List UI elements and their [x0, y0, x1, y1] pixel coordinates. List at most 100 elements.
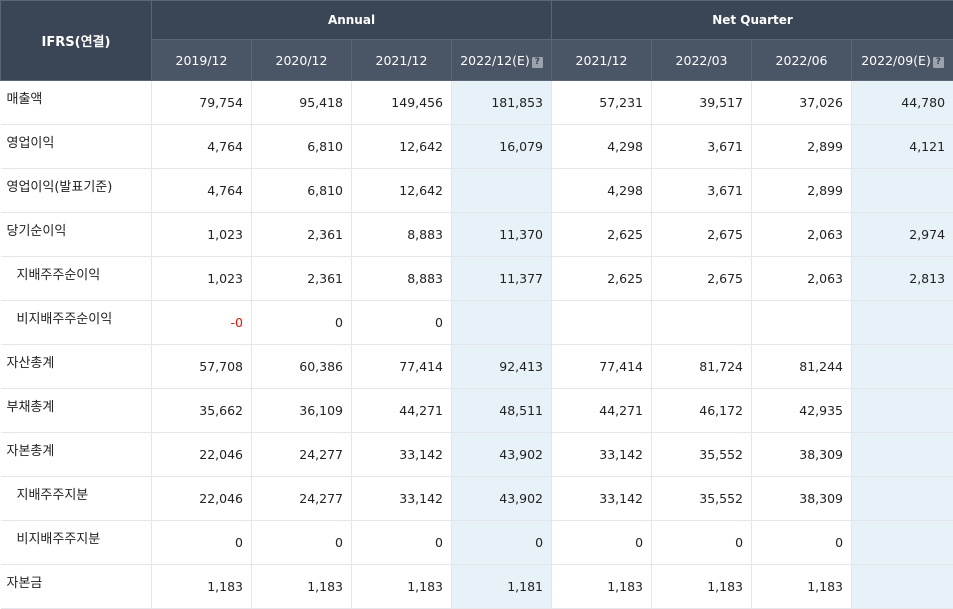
period-label: 2022/06: [776, 53, 828, 68]
table-cell: 1,183: [552, 565, 652, 609]
table-cell: 1,023: [152, 213, 252, 257]
row-label: 지배주주지분: [1, 477, 152, 521]
period-header: 2021/12: [552, 40, 652, 81]
row-label: 매출액: [1, 81, 152, 125]
table-cell: 0: [652, 521, 752, 565]
table-cell: 33,142: [552, 477, 652, 521]
table-cell: 4,764: [152, 125, 252, 169]
table-cell: 0: [352, 301, 452, 345]
period-label: 2021/12: [376, 53, 428, 68]
table-cell: -0: [152, 301, 252, 345]
table-cell: 81,724: [652, 345, 752, 389]
table-cell: [852, 169, 953, 213]
table-cell: 2,361: [252, 213, 352, 257]
period-header: 2019/12: [152, 40, 252, 81]
table-cell: 0: [152, 521, 252, 565]
table-cell: [452, 169, 552, 213]
table-cell: 95,418: [252, 81, 352, 125]
table-cell: 4,298: [552, 125, 652, 169]
question-icon[interactable]: ?: [532, 57, 543, 68]
table-cell: 60,386: [252, 345, 352, 389]
row-label: 영업이익(발표기준): [1, 169, 152, 213]
row-label: 비지배주주순이익: [1, 301, 152, 345]
table-cell: 11,370: [452, 213, 552, 257]
table-cell: 92,413: [452, 345, 552, 389]
net-quarter-header: Net Quarter: [552, 1, 953, 40]
table-cell: 1,183: [252, 565, 352, 609]
table-cell: 1,183: [652, 565, 752, 609]
table-cell: 181,853: [452, 81, 552, 125]
table-cell: [452, 301, 552, 345]
table-cell: 81,244: [752, 345, 852, 389]
table-cell: [852, 477, 953, 521]
table-cell: 2,625: [552, 213, 652, 257]
table-cell: 44,271: [352, 389, 452, 433]
table-cell: 1,183: [752, 565, 852, 609]
table-cell: 6,810: [252, 169, 352, 213]
ifrs-header: IFRS(연결): [1, 1, 152, 81]
table-cell: 2,361: [252, 257, 352, 301]
table-cell: 2,063: [752, 213, 852, 257]
table-cell: 35,552: [652, 433, 752, 477]
table-cell: 0: [352, 521, 452, 565]
table-cell: 3,671: [652, 125, 752, 169]
table-cell: 38,309: [752, 433, 852, 477]
table-cell: 48,511: [452, 389, 552, 433]
table-cell: 22,046: [152, 433, 252, 477]
period-label: 2020/12: [276, 53, 328, 68]
table-cell: 33,142: [552, 433, 652, 477]
table-cell: [852, 301, 953, 345]
table-cell: 2,974: [852, 213, 953, 257]
table-cell: 8,883: [352, 213, 452, 257]
table-cell: 2,625: [552, 257, 652, 301]
table-cell: 1,181: [452, 565, 552, 609]
table-cell: 2,675: [652, 257, 752, 301]
table-cell: 2,675: [652, 213, 752, 257]
table-cell: 149,456: [352, 81, 452, 125]
row-label: 자본금: [1, 565, 152, 609]
table-cell: [852, 433, 953, 477]
table-cell: 0: [552, 521, 652, 565]
table-cell: 4,121: [852, 125, 953, 169]
period-label: 2021/12: [576, 53, 628, 68]
table-cell: 4,764: [152, 169, 252, 213]
table-cell: 1,183: [352, 565, 452, 609]
table-cell: 0: [252, 521, 352, 565]
question-icon[interactable]: ?: [933, 57, 944, 68]
row-label: 당기순이익: [1, 213, 152, 257]
period-label: 2022/03: [676, 53, 728, 68]
table-cell: 0: [752, 521, 852, 565]
table-cell: 37,026: [752, 81, 852, 125]
row-label: 비지배주주지분: [1, 521, 152, 565]
period-header: 2022/03: [652, 40, 752, 81]
table-cell: 16,079: [452, 125, 552, 169]
table-cell: 1,023: [152, 257, 252, 301]
table-cell: 57,708: [152, 345, 252, 389]
table-cell: 0: [452, 521, 552, 565]
table-cell: 44,780: [852, 81, 953, 125]
table-cell: [552, 301, 652, 345]
table-cell: [752, 301, 852, 345]
row-label: 부채총계: [1, 389, 152, 433]
table-cell: 42,935: [752, 389, 852, 433]
table-cell: [652, 301, 752, 345]
period-header: 2022/09(E)?: [852, 40, 953, 81]
table-cell: 33,142: [352, 477, 452, 521]
period-header: 2021/12: [352, 40, 452, 81]
table-cell: 77,414: [352, 345, 452, 389]
table-cell: [852, 345, 953, 389]
table-cell: 43,902: [452, 477, 552, 521]
table-cell: [852, 389, 953, 433]
annual-header: Annual: [152, 1, 552, 40]
